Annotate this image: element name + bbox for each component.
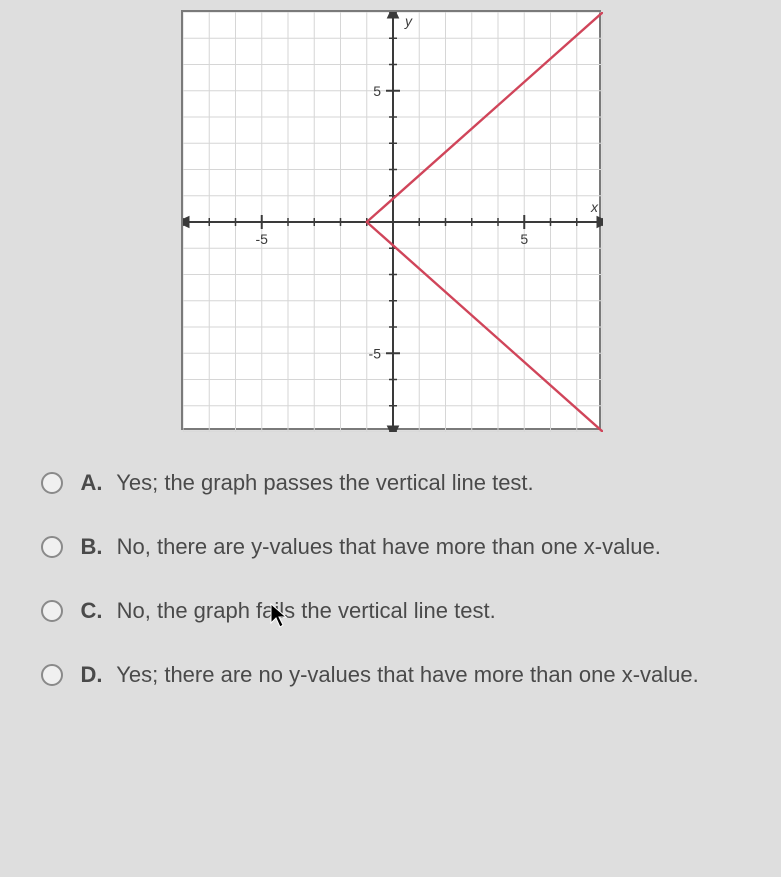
option-letter: C.	[81, 598, 103, 623]
option-text: D. Yes; there are no y-values that have …	[81, 662, 699, 688]
option-letter: A.	[81, 470, 103, 495]
svg-text:-5: -5	[368, 345, 381, 361]
option-label: Yes; the graph passes the vertical line …	[116, 470, 533, 495]
option-label: No, there are y-values that have more th…	[117, 534, 661, 559]
option-a[interactable]: A. Yes; the graph passes the vertical li…	[41, 470, 741, 496]
svg-text:-5: -5	[255, 231, 268, 247]
svg-text:x: x	[590, 199, 599, 215]
option-text: A. Yes; the graph passes the vertical li…	[81, 470, 534, 496]
radio-icon[interactable]	[41, 664, 63, 686]
option-letter: D.	[81, 662, 103, 687]
coordinate-graph: -5 5 5 -5 y x	[181, 10, 601, 430]
radio-icon[interactable]	[41, 536, 63, 558]
svg-text:5: 5	[373, 83, 381, 99]
radio-icon[interactable]	[41, 472, 63, 494]
svg-text:5: 5	[520, 231, 528, 247]
option-text: B. No, there are y-values that have more…	[81, 534, 661, 560]
option-c[interactable]: C. No, the graph fails the vertical line…	[41, 598, 741, 624]
option-label: No, the graph fails the vertical line te…	[117, 598, 496, 623]
option-b[interactable]: B. No, there are y-values that have more…	[41, 534, 741, 560]
radio-icon[interactable]	[41, 600, 63, 622]
answer-options: A. Yes; the graph passes the vertical li…	[41, 470, 741, 688]
svg-text:y: y	[404, 13, 413, 29]
option-text: C. No, the graph fails the vertical line…	[81, 598, 496, 624]
option-label: Yes; there are no y-values that have mor…	[116, 662, 699, 687]
option-d[interactable]: D. Yes; there are no y-values that have …	[41, 662, 741, 688]
option-letter: B.	[81, 534, 103, 559]
